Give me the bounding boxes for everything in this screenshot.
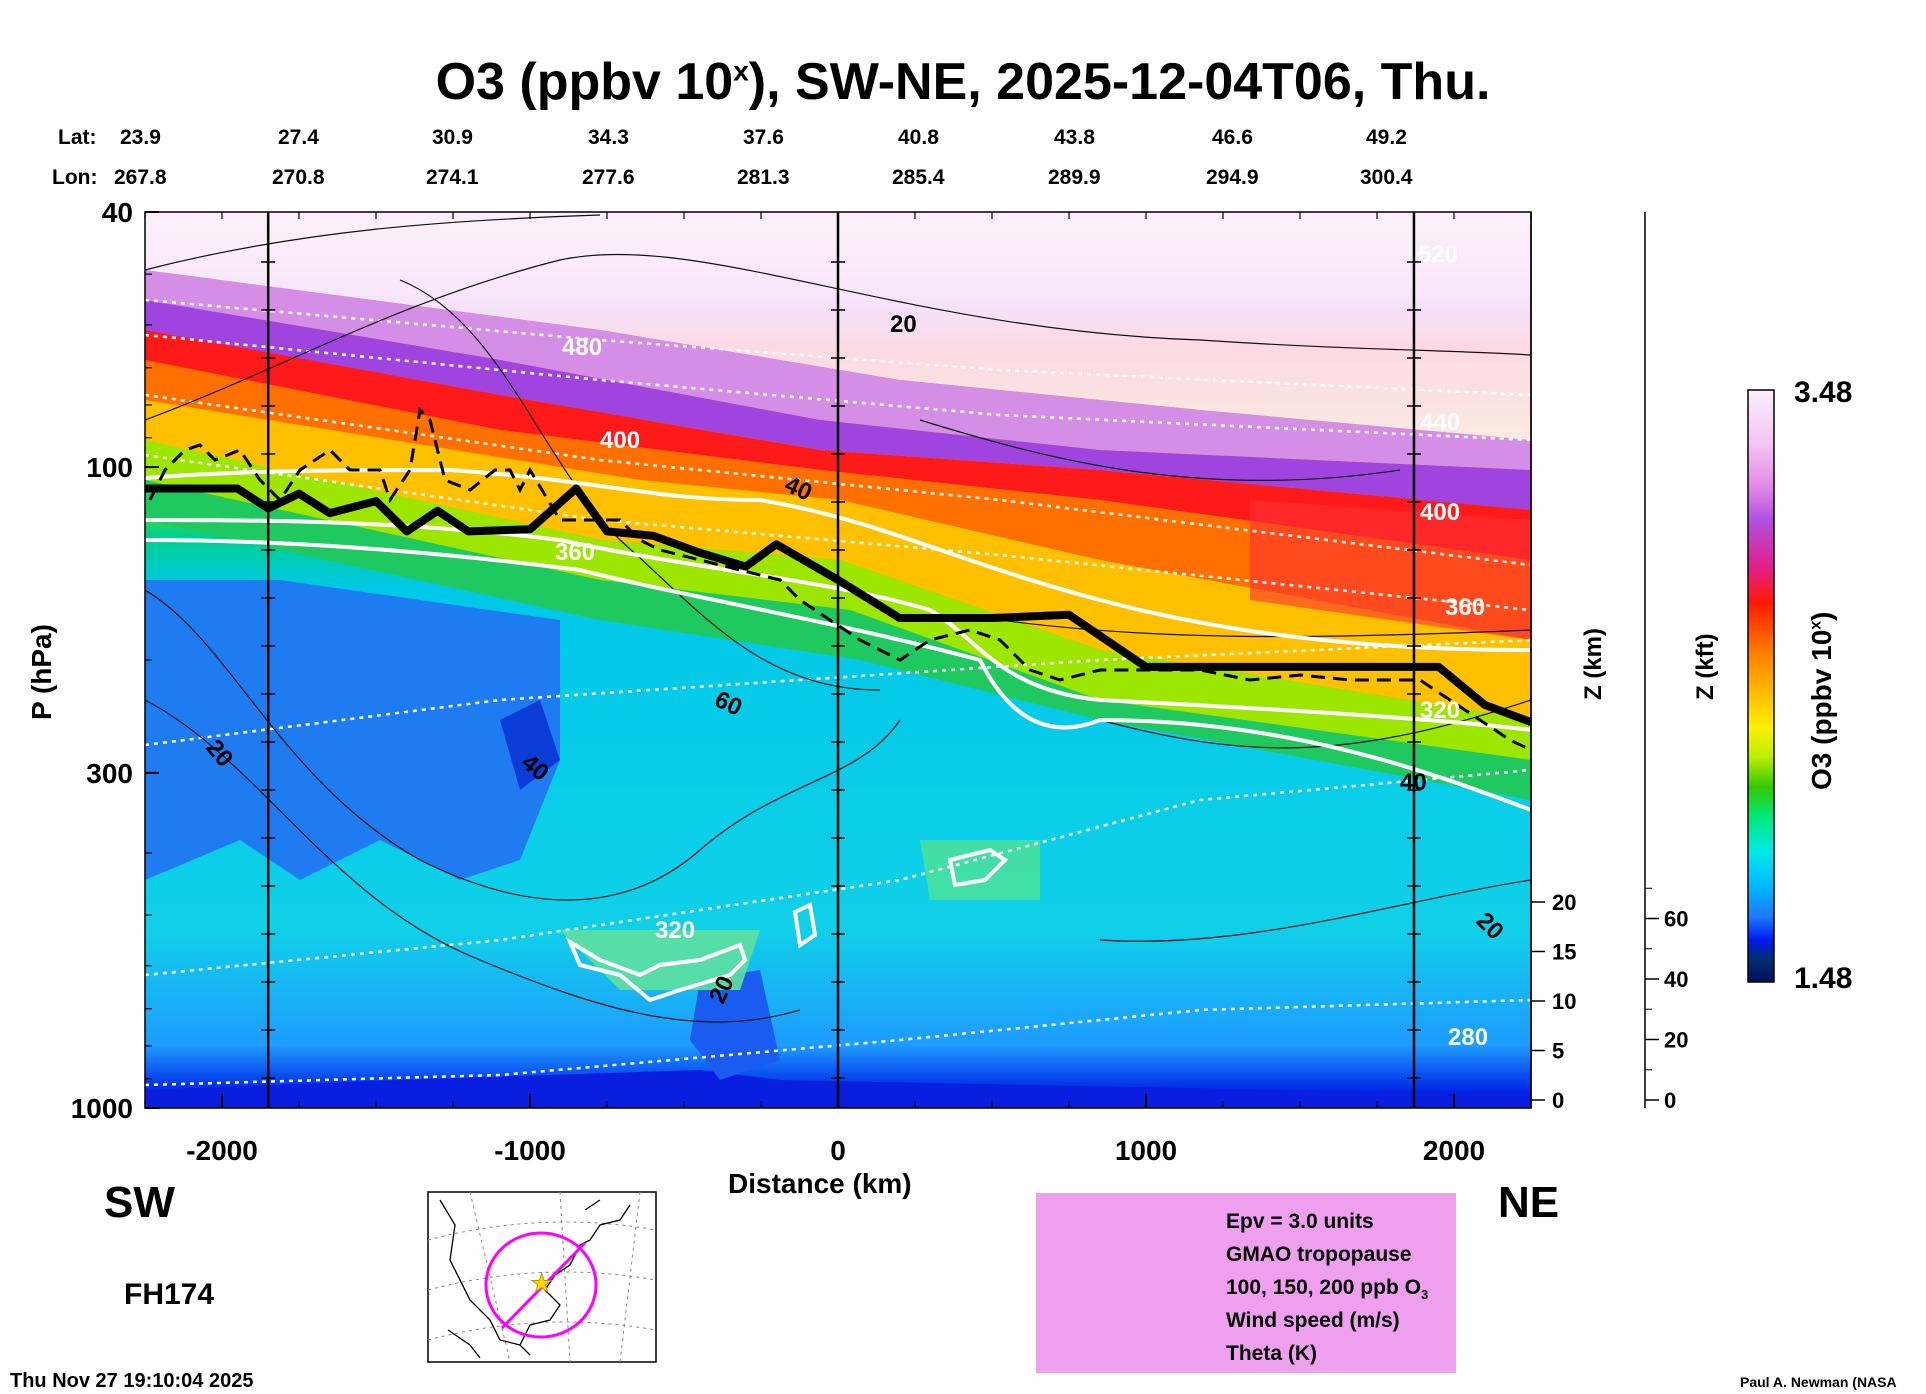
inset-map: ★ [427, 1191, 657, 1363]
z-km-tick-label: 15 [1552, 940, 1576, 965]
lat-value: 43.8 [1054, 126, 1095, 149]
lon-value: 274.1 [426, 166, 479, 189]
map-range-circle [484, 1231, 598, 1339]
x-tick-label: 2000 [1423, 1135, 1485, 1166]
reference-lines [261, 212, 1421, 1108]
z-km-tick-label: 0 [1552, 1088, 1564, 1113]
theta-label-520: 520 [1418, 241, 1458, 268]
lat-value: 49.2 [1366, 126, 1407, 149]
timestamp: Thu Nov 27 19:10:04 2025 [10, 1370, 254, 1392]
colorbar-max: 3.48 [1794, 376, 1853, 409]
map-star-icon: ★ [530, 1268, 553, 1298]
z-kft-tick-label: 40 [1664, 967, 1688, 992]
x-tick-label: -2000 [186, 1135, 258, 1166]
wind-lines [145, 214, 1531, 1023]
colorbar [1747, 389, 1775, 983]
colorbar-label: O3 (ppbv 10x) [1806, 611, 1837, 791]
theta-lines [145, 298, 1531, 1087]
map-grid [427, 1191, 657, 1363]
z-km-axis: 20 15 10 5 0 [1530, 212, 1576, 1113]
z-kft-label: Z (kft) [1692, 633, 1719, 700]
theta-label-480: 480 [562, 334, 602, 361]
z-km-tick-label: 10 [1552, 989, 1576, 1014]
x-tick-label: 1000 [1115, 1135, 1177, 1166]
lon-value: 281.3 [737, 166, 790, 189]
lon-value: 285.4 [892, 166, 945, 189]
ozone-contours [145, 467, 1531, 1003]
theta-label-320-right: 320 [1420, 697, 1460, 724]
z-km-label: Z (km) [1580, 628, 1607, 700]
map-coastline [439, 1199, 631, 1359]
y-tick-label: 40 [102, 197, 133, 228]
x-tick-label: 0 [830, 1135, 846, 1166]
x-axis: -2000 -1000 0 1000 2000 [144, 212, 1532, 1166]
legend-ozone: 100, 150, 200 ppb O3 [1226, 1276, 1429, 1303]
lat-value: 27.4 [278, 126, 319, 149]
y-tick-label: 1000 [71, 1093, 133, 1124]
credit: Paul A. Newman (NASA [1740, 1374, 1897, 1390]
y-tick-label: 300 [86, 758, 133, 789]
direction-sw: SW [104, 1178, 175, 1227]
lon-value: 289.9 [1048, 166, 1101, 189]
direction-ne: NE [1498, 1178, 1560, 1227]
ozone-label-320: 320 [655, 917, 695, 944]
z-kft-tick-label: 0 [1664, 1088, 1676, 1113]
z-kft-axis: 60 40 20 0 [1644, 212, 1688, 1113]
lat-value: 46.6 [1212, 126, 1253, 149]
z-km-tick-label: 20 [1552, 890, 1576, 915]
z-km-tick-label: 5 [1552, 1039, 1564, 1064]
legend-wind: Wind speed (m/s) [1226, 1309, 1400, 1332]
y-axis-label: P (hPa) [26, 624, 57, 720]
lat-label: Lat: [58, 126, 97, 149]
lat-value: 30.9 [432, 126, 473, 149]
theta-label-400: 400 [600, 427, 640, 454]
theta-label-360: 360 [555, 539, 595, 566]
forecast-hour: FH174 [124, 1278, 215, 1311]
lat-value: 37.6 [743, 126, 784, 149]
wind-label-20-top: 20 [890, 311, 917, 338]
legend: Epv = 3.0 units GMAO tropopause 100, 150… [1036, 1193, 1456, 1373]
theta-label-440-right: 440 [1420, 409, 1460, 436]
lon-value: 277.6 [582, 166, 635, 189]
lat-value: 23.9 [120, 126, 161, 149]
z-kft-tick-label: 20 [1664, 1028, 1688, 1053]
lon-label: Lon: [52, 166, 98, 189]
x-axis-label: Distance (km) [728, 1168, 912, 1199]
y-tick-label: 100 [86, 452, 133, 483]
tropopause-line [145, 484, 1531, 726]
theta-label-280: 280 [1448, 1024, 1488, 1051]
theta-label-360-right: 360 [1445, 594, 1485, 621]
lat-value: 34.3 [588, 126, 629, 149]
lon-value: 294.9 [1206, 166, 1259, 189]
wind-label-40-right: 40 [1400, 769, 1427, 796]
chart-title: O3 (ppbv 10x), SW-NE, 2025-12-04T06, Thu… [435, 53, 1491, 111]
lon-value: 267.8 [114, 166, 167, 189]
z-kft-tick-label: 60 [1664, 907, 1688, 932]
legend-epv: Epv = 3.0 units [1226, 1210, 1374, 1233]
legend-tropopause: GMAO tropopause [1226, 1243, 1412, 1266]
map-transect [500, 1241, 587, 1330]
lat-value: 40.8 [898, 126, 939, 149]
theta-label-400-right: 400 [1420, 499, 1460, 526]
x-tick-label: -1000 [494, 1135, 566, 1166]
lon-value: 300.4 [1360, 166, 1413, 189]
legend-theta: Theta (K) [1226, 1342, 1317, 1365]
y-axis: 40 100 300 1000 [71, 197, 159, 1124]
lon-value: 270.8 [272, 166, 325, 189]
colorbar-min: 1.48 [1794, 962, 1853, 995]
